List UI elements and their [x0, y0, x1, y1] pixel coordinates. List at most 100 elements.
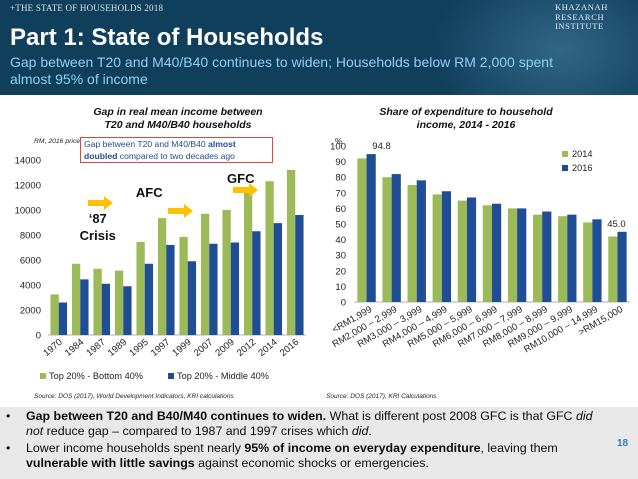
chart2-bar — [432, 194, 442, 302]
chart2-ylabel: % — [335, 137, 342, 146]
chart1-bar — [101, 283, 111, 335]
chart1-bar — [58, 302, 68, 335]
chart2-bar — [583, 222, 593, 302]
chart1-xtick-label: 1989 — [106, 337, 129, 359]
bullet-run: reduce gap – compared to 1987 and 1997 c… — [43, 424, 352, 438]
chart2-bar — [532, 214, 543, 302]
chart2-ytick-label: 10 — [335, 282, 346, 293]
chart2-legend-label: 2014 — [572, 149, 592, 159]
chart2-bar — [592, 219, 602, 302]
bullet-run: did — [351, 424, 369, 438]
chart2-legend-swatch — [562, 165, 568, 171]
chart1-bar — [136, 241, 145, 335]
chart1-bar — [123, 286, 132, 335]
chart1-bar — [243, 192, 253, 335]
chart1-xtick-label: 1970 — [41, 337, 64, 359]
chart1-bar — [144, 263, 154, 335]
chart1-xtick-label: 1995 — [127, 337, 150, 359]
chart1-legend-swatch — [168, 373, 174, 379]
chart2-bar — [567, 214, 577, 302]
chart1-ytick-label: 0 — [36, 331, 41, 342]
chart2-ytick-label: 80 — [335, 173, 346, 184]
page-number: 18 — [617, 438, 629, 449]
chart2-bar — [608, 236, 618, 302]
chart1-bar — [93, 268, 102, 335]
chart2-title-line1: Share of expenditure to household — [379, 106, 553, 118]
chart1-ytick-label: 6000 — [20, 256, 41, 267]
chart2-ytick-label: 40 — [335, 235, 346, 246]
chart2-ytick-label: 50 — [335, 220, 346, 231]
chart1-units-note: RM, 2016 prices — [34, 138, 84, 145]
chart2-source: Source: DOS (2017), KRI Calculations — [326, 393, 437, 400]
chart1-bar — [265, 181, 274, 335]
chart1-bar — [166, 245, 175, 335]
chart2-bar — [507, 208, 518, 302]
page-title: Part 1: State of Households — [10, 24, 324, 51]
chart2-bar — [542, 211, 552, 302]
chart2-bar — [517, 208, 527, 302]
chart1-annotation-arrow — [168, 204, 193, 218]
callout-text-run: doubled — [84, 150, 118, 161]
chart1-bar — [80, 279, 89, 335]
bullet-run: , leaving them — [480, 441, 558, 455]
bullet-dot: • — [6, 441, 11, 455]
chart1-title-line1: Gap in real mean income between — [93, 106, 262, 118]
chart1-annotation-87-line1: ‘87 — [89, 211, 107, 226]
chart1-bar — [179, 236, 188, 335]
bullet-run: against economic shocks or emergencies. — [194, 456, 429, 470]
chart1-ytick-label: 10000 — [15, 206, 41, 217]
callout-text-run: compared to two decades ago — [117, 150, 235, 161]
bullet-dot: • — [6, 409, 11, 423]
chart2-ytick-label: 90 — [335, 157, 346, 168]
chart2-bar — [391, 174, 401, 302]
bullet-run: vulnerable with little savings — [26, 456, 195, 470]
chart1-bar — [230, 242, 240, 335]
callout-text-run: almost — [208, 139, 236, 149]
chart2-ytick-label: 60 — [335, 204, 346, 215]
chart2-data-label: 45.0 — [607, 219, 626, 230]
chart2-bar — [482, 205, 492, 302]
chart2-bar — [466, 197, 477, 302]
chart2-bar — [416, 180, 426, 302]
chart2-bar — [407, 185, 417, 302]
bullet-run: What is different post 2008 GFC is that … — [326, 409, 576, 423]
report-supertitle: +THE STATE OF HOUSEHOLDS 2018 — [10, 3, 164, 13]
chart2-legend-swatch — [562, 151, 568, 157]
chart2-legend-label: 2016 — [572, 163, 592, 173]
chart1-ytick-label: 14000 — [15, 156, 41, 167]
chart1-bar — [187, 261, 197, 335]
chart1-ytick-label: 8000 — [20, 231, 41, 242]
header-glow — [430, 0, 638, 95]
bullet-text: Gap between T20 and B40/M40 continues to… — [26, 409, 606, 439]
chart1-xtick-label: 1999 — [170, 337, 193, 359]
logo-line: KHAZANAH — [555, 2, 608, 12]
chart1-annotation-afc: AFC — [136, 185, 163, 200]
chart1-bar — [273, 223, 283, 335]
chart1-ytick-label: 4000 — [20, 281, 41, 292]
chart1-ytick-label: 2000 — [20, 306, 41, 317]
chart1-xtick-label: 2009 — [213, 337, 236, 359]
chart1-bar — [71, 263, 81, 335]
chart1-annotation-arrow — [88, 196, 113, 210]
chart1-annotation-87-line2: Crisis — [80, 228, 116, 243]
chart1-xtick-label: 2014 — [256, 337, 279, 359]
chart1-annotation-arrow — [233, 183, 258, 197]
header-banner: +THE STATE OF HOUSEHOLDS 2018 Part 1: St… — [0, 0, 638, 95]
chart1-xtick-label: 1997 — [149, 337, 172, 359]
chart1-bar — [50, 294, 59, 335]
chart2-bar — [617, 231, 627, 302]
chart1-bar — [252, 231, 261, 335]
chart2-ytick-label: 0 — [341, 298, 346, 309]
chart1-bar — [157, 218, 167, 335]
chart1-legend-swatch — [40, 373, 46, 379]
page-subtitle: Gap between T20 and M40/B40 continues to… — [10, 54, 553, 87]
chart1-bar — [200, 213, 210, 335]
chart2-bar — [366, 154, 376, 302]
callout-text-run: Gap between T20 and M40/B40 — [84, 139, 209, 149]
chart1-xtick-label: 2007 — [192, 337, 215, 359]
chart2-ytick-label: 30 — [335, 251, 346, 262]
chart1-legend-label: Top 20% - Bottom 40% — [49, 371, 143, 381]
chart2-ytick-label: 100 — [330, 142, 346, 153]
bullet-run: . — [368, 424, 372, 438]
